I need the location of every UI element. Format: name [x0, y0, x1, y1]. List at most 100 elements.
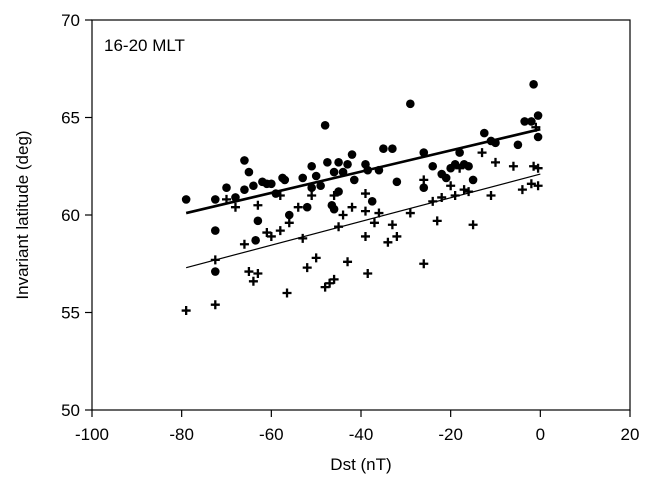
circle-point	[441, 173, 451, 183]
x-tick-label: -100	[75, 425, 109, 444]
circle-point	[527, 117, 536, 126]
fit-line-thick	[185, 127, 541, 215]
circle-point	[392, 177, 402, 187]
circle-point	[464, 161, 473, 171]
plus-point	[253, 200, 263, 210]
y-axis-title: Invariant latitude (deg)	[13, 130, 32, 299]
circle-point	[210, 195, 220, 204]
plus-point	[383, 237, 393, 247]
plus-point	[526, 179, 536, 189]
plus-point	[298, 233, 308, 243]
circle-point	[284, 210, 294, 220]
circle-point	[302, 202, 312, 212]
plus-point	[405, 208, 415, 218]
y-tick-label: 50	[61, 401, 80, 420]
circle-point	[244, 167, 254, 177]
circle-point	[363, 165, 373, 175]
circle-point	[419, 148, 429, 157]
circle-point	[334, 187, 343, 196]
circle-point	[529, 80, 538, 89]
circle-point	[406, 99, 415, 109]
plus-point	[392, 231, 402, 241]
plus-point	[329, 274, 339, 284]
circle-point	[468, 175, 478, 185]
plus-point	[302, 263, 312, 273]
plus-point	[222, 194, 231, 204]
circle-point	[347, 150, 357, 159]
x-axis-title: Dst (nT)	[330, 455, 391, 474]
plus-point	[329, 191, 339, 200]
circle-point	[455, 148, 464, 157]
circle-point	[267, 179, 276, 189]
plus-point	[266, 231, 276, 241]
plus-point	[284, 218, 294, 228]
circle-point	[307, 183, 316, 192]
circle-point	[349, 175, 359, 185]
plus-point	[239, 239, 249, 249]
circle-point	[251, 236, 260, 245]
fit-line-thin	[185, 173, 541, 269]
x-tick-label: -80	[169, 425, 194, 444]
x-tick-label: 0	[536, 425, 545, 444]
fit-lines	[185, 127, 541, 269]
series-plus-markers	[181, 122, 543, 316]
plus-point	[282, 288, 292, 298]
circle-point	[419, 183, 429, 192]
plus-point	[468, 220, 478, 230]
plus-point	[275, 191, 285, 200]
circle-point	[338, 167, 348, 177]
circle-point	[311, 171, 321, 181]
y-tick-label: 65	[61, 109, 80, 128]
circle-point	[491, 138, 500, 148]
plus-point	[181, 306, 191, 316]
circle-point	[240, 185, 249, 194]
plus-point	[275, 226, 285, 236]
plus-point	[533, 163, 543, 173]
plot-frame	[91, 19, 631, 411]
circle-point	[329, 204, 339, 214]
plus-point	[210, 255, 220, 265]
circle-point	[253, 216, 263, 226]
plus-point	[477, 148, 487, 158]
plus-point	[437, 192, 447, 202]
plus-point	[374, 208, 384, 218]
circle-point	[222, 183, 231, 192]
circle-point	[231, 193, 240, 202]
circle-point	[334, 158, 343, 167]
circle-point	[280, 175, 290, 185]
x-tick-label: -60	[259, 425, 284, 444]
plus-point	[230, 202, 240, 212]
plus-point	[244, 267, 254, 277]
circle-point	[181, 195, 191, 204]
y-tick-label: 70	[61, 11, 80, 30]
plus-point	[428, 196, 438, 206]
plus-point	[508, 161, 518, 171]
plus-point	[387, 220, 397, 230]
plus-point	[307, 191, 317, 200]
circle-point	[323, 158, 332, 167]
plus-point	[360, 231, 370, 241]
circle-point	[513, 140, 523, 150]
plus-point	[419, 175, 429, 185]
plus-point	[419, 259, 429, 269]
circle-point	[379, 144, 388, 153]
plus-point	[347, 202, 357, 212]
circle-point	[316, 181, 325, 191]
circle-point	[249, 181, 258, 191]
circle-point	[343, 160, 352, 169]
circle-point	[329, 167, 339, 177]
circle-point	[367, 197, 377, 206]
plus-point	[486, 191, 496, 200]
plus-point	[293, 202, 303, 212]
plus-point	[360, 189, 370, 199]
circle-point	[428, 161, 438, 171]
y-axis-ticks: 50 55 60 65 70	[61, 11, 92, 420]
x-tick-label: -40	[349, 425, 374, 444]
plus-point	[464, 187, 474, 197]
circle-point	[533, 111, 543, 120]
circle-point	[320, 121, 330, 130]
circle-point	[450, 160, 460, 169]
plus-point	[311, 253, 321, 263]
x-axis-ticks: -100 -80 -60 -40 -20 0 20	[75, 410, 639, 444]
